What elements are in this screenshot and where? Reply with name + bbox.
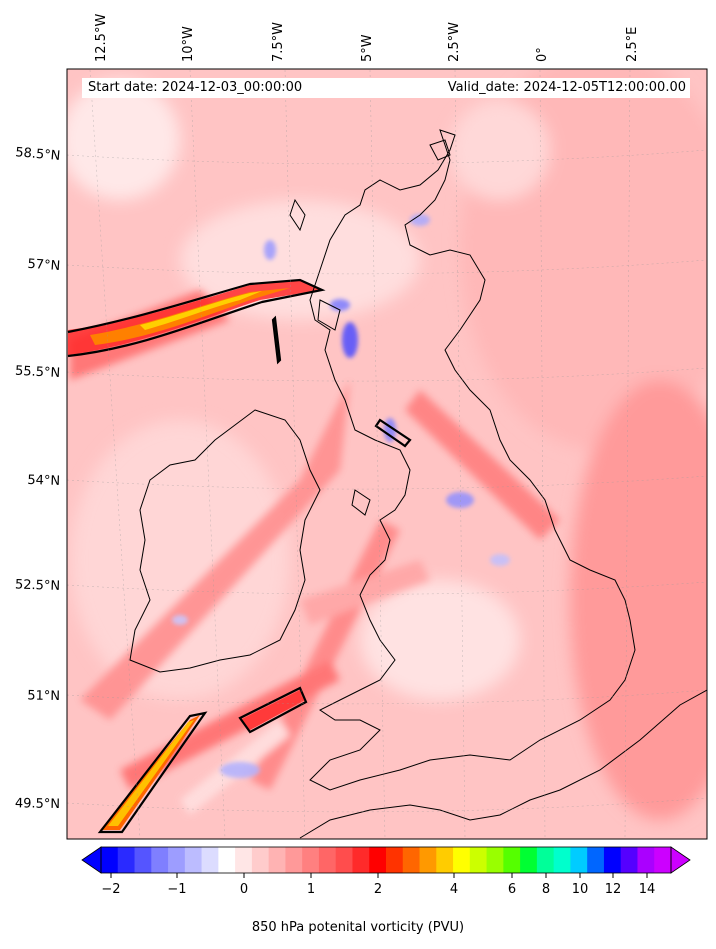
start-date-label: Start date: 2024-12-03_00:00:00: [88, 80, 303, 95]
colorbar-cell: [419, 847, 437, 873]
coastlines: [129, 129, 707, 839]
lat-tick-label: 57°N: [27, 257, 61, 274]
colorbar: −2 −1 0 1 2 4 6 8 10 12 14: [81, 846, 691, 897]
lon-tick-label: 2.5°W: [447, 22, 462, 62]
lon-tick-labels: 12.5°W 10°W 7.5°W 5°W 2.5°W 0° 2.5°E: [94, 14, 640, 62]
colorbar-tick-label: 14: [639, 882, 656, 897]
colorbar-extend-min: [81, 846, 102, 874]
colorbar-tick-label: 6: [508, 882, 516, 897]
valid-date-label: Valid_date: 2024-12-05T12:00:00.00: [447, 80, 686, 95]
colorbar-cell: [570, 847, 588, 873]
colorbar-cell: [587, 847, 605, 873]
colorbar-cell: [251, 847, 270, 873]
colorbar-tick-label: 4: [450, 882, 458, 897]
colorbar-cell: [318, 847, 337, 873]
colorbar-cell: [386, 847, 404, 873]
colorbar-cell: [536, 847, 555, 873]
lat-tick-label: 54°N: [27, 473, 60, 489]
colorbar-cell: [285, 847, 303, 873]
lon-tick-label: 12.5°W: [94, 14, 109, 62]
colorbar-cell: [369, 847, 387, 873]
colorbar-cell: [503, 847, 521, 873]
colorbar-tick-label: 12: [605, 882, 622, 897]
lon-tick-label: 5°W: [360, 34, 375, 62]
lat-tick-label: 52.5°N: [15, 577, 61, 594]
lat-tick-label: 58.5°N: [15, 145, 61, 164]
colorbar-tick-label: 10: [572, 882, 589, 897]
colorbar-tick-label: −2: [101, 882, 120, 897]
colorbar-tick-label: 1: [307, 882, 315, 897]
colorbar-cell: [486, 847, 504, 873]
lat-tick-labels: 58.5°N 57°N 55.5°N 54°N 52.5°N 51°N 49.5…: [15, 145, 61, 812]
colorbar-cell: [151, 847, 169, 873]
lat-tick-label: 51°N: [27, 688, 60, 704]
colorbar-cell: [201, 847, 219, 873]
colorbar-cell: [436, 847, 454, 873]
lat-tick-label: 55.5°N: [15, 364, 61, 381]
info-box: Start date: 2024-12-03_00:00:00 Valid_da…: [82, 78, 690, 98]
colorbar-cell: [335, 847, 353, 873]
colorbar-cell: [553, 847, 571, 873]
colorbar-label: 850 hPa potenital vorticity (PVU): [251, 920, 465, 935]
colorbar-cell: [520, 847, 538, 873]
colorbar-cell: [134, 847, 152, 873]
colorbar-cell: [218, 847, 236, 873]
lon-tick-label: 7.5°W: [271, 22, 286, 62]
colorbar-cell: [469, 847, 488, 873]
map-frame: [66, 68, 708, 840]
pv-field: [67, 69, 707, 839]
colorbar-tick-label: 0: [240, 882, 248, 897]
colorbar-cell: [235, 847, 253, 873]
colorbar-cell: [603, 847, 622, 873]
colorbar-cell: [101, 847, 119, 873]
colorbar-cell: [184, 847, 203, 873]
lat-tick-label: 49.5°N: [15, 796, 60, 812]
lon-tick-label: 0°: [535, 47, 550, 62]
colorbar-cell: [620, 847, 638, 873]
lon-tick-label: 10°W: [181, 26, 196, 62]
colorbar-tick-label: 2: [374, 882, 382, 897]
colorbar-cell: [168, 847, 186, 873]
colorbar-extend-max: [670, 846, 691, 874]
colorbar-tick-label: −1: [167, 882, 186, 897]
colorbar-cell: [302, 847, 320, 873]
colorbar-cell: [402, 847, 421, 873]
colorbar-cell: [352, 847, 370, 873]
colorbar-cell: [453, 847, 471, 873]
colorbar-tick-label: 8: [542, 882, 550, 897]
lon-tick-label: 2.5°E: [625, 27, 640, 62]
colorbar-cell: [654, 847, 672, 873]
colorbar-cell: [637, 847, 655, 873]
colorbar-cell: [268, 847, 286, 873]
colorbar-cell: [117, 847, 136, 873]
